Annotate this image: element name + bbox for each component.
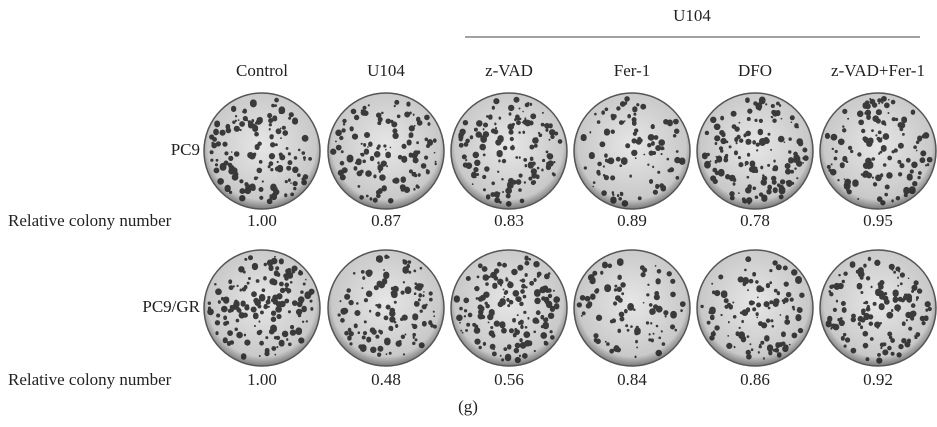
colonies — [453, 255, 560, 364]
metric-label: Relative colony number — [8, 211, 172, 230]
colonies — [337, 254, 437, 357]
row-label: PC9/GR — [142, 297, 200, 316]
colony-plate — [696, 92, 814, 210]
relative-colony-number: 0.95 — [863, 211, 893, 230]
colonies — [580, 96, 686, 207]
relative-colony-number: 0.89 — [617, 211, 647, 230]
relative-colony-number: 0.56 — [494, 370, 524, 389]
column-header: Fer-1 — [614, 61, 650, 80]
colony-plate — [203, 249, 321, 367]
colonies — [458, 96, 563, 207]
colonies — [576, 258, 686, 359]
caption: (g) — [458, 397, 478, 416]
relative-colony-number: 0.86 — [740, 370, 770, 389]
colony-plate — [450, 249, 568, 367]
column-header: z-VAD — [485, 61, 533, 80]
colonies — [824, 95, 933, 206]
metric-label: Relative colony number — [8, 370, 172, 389]
colony-plate — [819, 249, 937, 367]
colonies — [701, 96, 809, 205]
relative-colony-number: 0.78 — [740, 211, 770, 230]
relative-colony-number: 1.00 — [247, 370, 277, 389]
column-header: DFO — [738, 61, 772, 80]
relative-colony-number: 0.83 — [494, 211, 524, 230]
column-header: Control — [236, 61, 288, 80]
column-header: U104 — [367, 61, 405, 80]
relative-colony-number: 0.92 — [863, 370, 893, 389]
column-header: z-VAD+Fer-1 — [831, 61, 925, 80]
colonies — [330, 99, 437, 204]
colonies — [207, 255, 315, 360]
row-label: PC9 — [171, 140, 200, 159]
relative-colony-number: 0.87 — [371, 211, 401, 230]
colony-plate — [327, 92, 445, 210]
colonies — [209, 97, 312, 205]
relative-colony-number: 0.48 — [371, 370, 401, 389]
group-label: U104 — [673, 6, 711, 25]
relative-colony-number: 0.84 — [617, 370, 647, 389]
relative-colony-number: 1.00 — [247, 211, 277, 230]
